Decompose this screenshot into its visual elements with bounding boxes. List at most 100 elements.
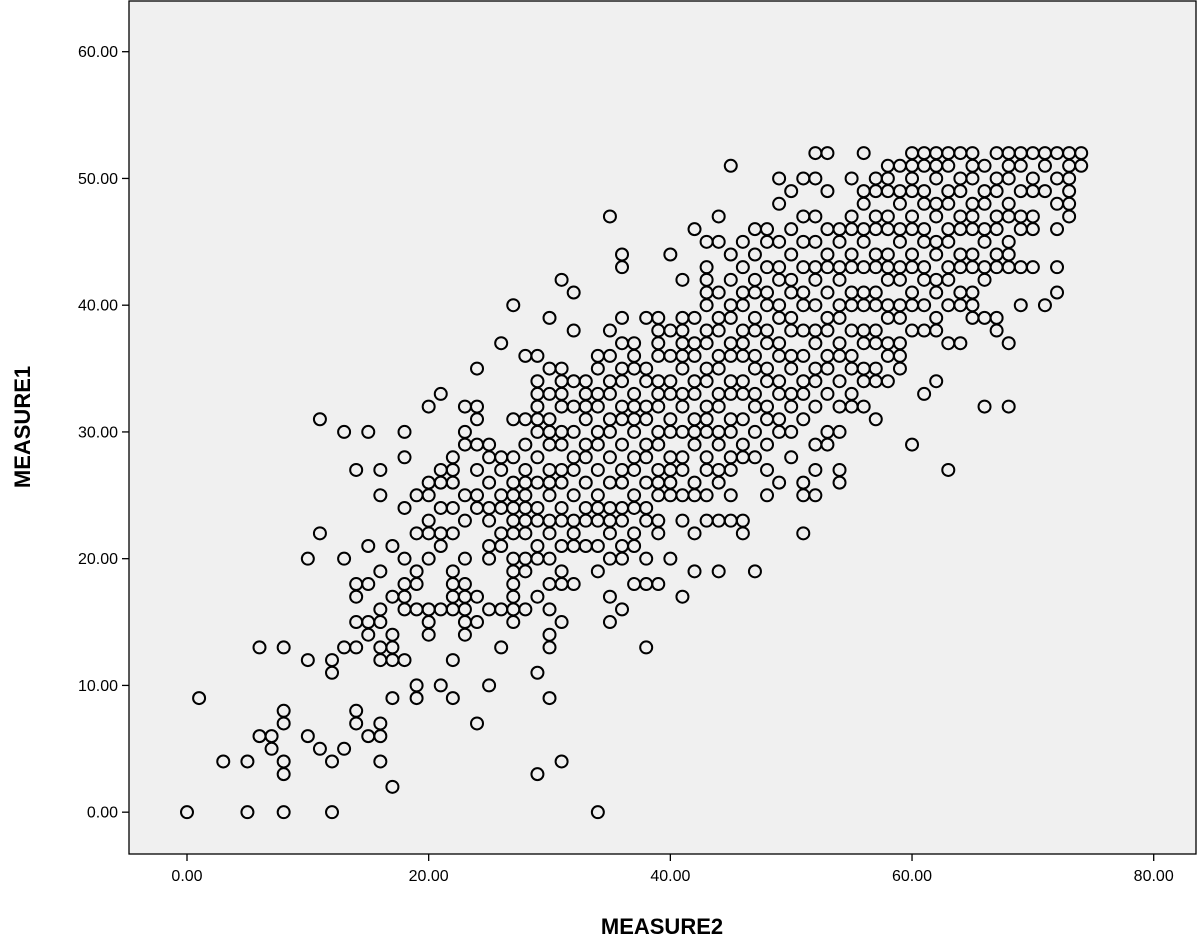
data-point — [735, 374, 750, 389]
data-point — [747, 386, 762, 401]
data-point — [482, 678, 497, 693]
data-point — [1025, 171, 1040, 186]
data-point — [651, 513, 666, 528]
data-point — [530, 767, 545, 782]
data-point — [300, 653, 315, 668]
data-point — [566, 488, 581, 503]
data-point — [663, 247, 678, 262]
data-point — [784, 247, 799, 262]
y-axis-title: MEASURE1 — [10, 366, 35, 488]
data-point — [965, 247, 980, 262]
data-point — [542, 691, 557, 706]
data-point — [373, 602, 388, 617]
data-point — [530, 589, 545, 604]
data-point — [373, 754, 388, 769]
data-point — [421, 551, 436, 566]
data-point — [929, 310, 944, 325]
data-point — [760, 361, 775, 376]
data-point — [723, 247, 738, 262]
data-point — [530, 665, 545, 680]
data-point — [735, 437, 750, 452]
data-point — [590, 805, 605, 820]
y-tick-label: 30.00 — [78, 424, 118, 441]
data-point — [470, 716, 485, 731]
data-point — [760, 488, 775, 503]
data-point — [820, 146, 835, 161]
y-tick-label: 10.00 — [78, 678, 118, 695]
data-point — [917, 386, 932, 401]
data-point — [397, 551, 412, 566]
data-point — [530, 500, 545, 515]
data-point — [397, 653, 412, 668]
data-point — [844, 386, 859, 401]
data-point — [868, 323, 883, 338]
data-point — [772, 475, 787, 490]
data-point — [615, 310, 630, 325]
data-point — [578, 374, 593, 389]
data-point — [880, 247, 895, 262]
data-point — [868, 361, 883, 376]
data-point — [252, 640, 267, 655]
data-point — [373, 716, 388, 731]
data-point — [784, 222, 799, 237]
data-point — [723, 488, 738, 503]
data-point — [542, 602, 557, 617]
data-point — [530, 348, 545, 363]
data-point — [808, 298, 823, 313]
data-point — [1050, 260, 1065, 275]
data-point — [687, 222, 702, 237]
data-point — [602, 615, 617, 630]
data-point — [699, 260, 714, 275]
data-point — [772, 260, 787, 275]
data-point — [445, 450, 460, 465]
data-point — [264, 729, 279, 744]
data-point — [506, 450, 521, 465]
data-point — [361, 424, 376, 439]
data-point — [1025, 209, 1040, 224]
data-point — [361, 539, 376, 554]
data-point — [445, 526, 460, 541]
data-point — [300, 551, 315, 566]
data-point — [820, 247, 835, 262]
data-point — [482, 437, 497, 452]
data-point — [832, 374, 847, 389]
data-point — [615, 602, 630, 617]
data-point — [772, 234, 787, 249]
data-point — [687, 475, 702, 490]
data-point — [627, 386, 642, 401]
data-point — [373, 564, 388, 579]
data-point — [312, 526, 327, 541]
data-point — [470, 615, 485, 630]
data-point — [349, 640, 364, 655]
data-point — [735, 234, 750, 249]
data-point — [772, 298, 787, 313]
data-point — [276, 805, 291, 820]
y-tick-label: 40.00 — [78, 298, 118, 315]
data-point — [1025, 260, 1040, 275]
data-point — [1001, 196, 1016, 211]
data-point — [905, 437, 920, 452]
data-point — [784, 424, 799, 439]
data-point — [892, 336, 907, 351]
data-point — [747, 272, 762, 287]
y-tick-label: 20.00 — [78, 551, 118, 568]
data-point — [590, 539, 605, 554]
data-point — [518, 602, 533, 617]
data-point — [808, 234, 823, 249]
data-point — [699, 488, 714, 503]
y-tick-label: 50.00 — [78, 171, 118, 188]
data-point — [989, 310, 1004, 325]
data-point — [917, 298, 932, 313]
data-point — [554, 272, 569, 287]
data-point — [723, 272, 738, 287]
data-point — [470, 462, 485, 477]
data-point — [397, 450, 412, 465]
data-point — [784, 450, 799, 465]
data-point — [470, 361, 485, 376]
data-point — [1001, 399, 1016, 414]
data-point — [349, 462, 364, 477]
data-point — [929, 374, 944, 389]
data-point — [361, 577, 376, 592]
